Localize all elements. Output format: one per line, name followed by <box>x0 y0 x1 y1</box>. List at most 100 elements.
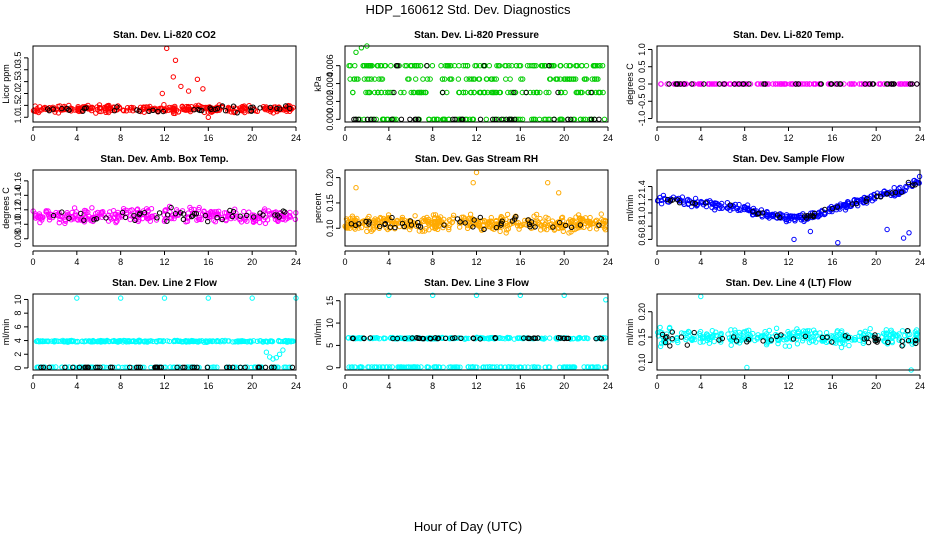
data-point <box>574 89 580 96</box>
data-point <box>374 62 380 69</box>
data-point <box>515 220 521 226</box>
data-point <box>106 212 112 218</box>
data-point <box>661 195 668 202</box>
data-point <box>821 211 828 218</box>
data-point <box>593 217 600 224</box>
data-point <box>404 62 410 69</box>
data-point <box>381 335 387 341</box>
data-point <box>203 339 210 345</box>
data-point <box>386 215 392 221</box>
data-point <box>157 364 163 370</box>
data-point <box>502 364 508 370</box>
data-point <box>120 107 126 113</box>
data-point <box>425 364 432 370</box>
data-point <box>481 226 487 233</box>
data-point <box>123 108 130 114</box>
data-point <box>202 212 209 219</box>
data-point <box>591 76 598 82</box>
data-point <box>440 89 446 96</box>
data-point <box>459 219 466 226</box>
data-point <box>370 227 376 233</box>
y-axis-label: degrees C <box>1 187 11 229</box>
data-point <box>506 62 512 69</box>
data-point <box>228 109 234 115</box>
data-point <box>219 103 226 109</box>
data-point <box>808 338 815 344</box>
data-point <box>703 203 710 210</box>
data-point <box>899 328 906 334</box>
data-point <box>389 364 395 370</box>
data-point <box>469 76 475 82</box>
data-point <box>283 108 290 114</box>
data-point <box>264 217 271 223</box>
x-tick-label: 24 <box>291 257 301 267</box>
data-point <box>191 364 198 370</box>
data-point <box>839 328 845 334</box>
data-point <box>277 106 283 112</box>
data-point <box>850 81 856 87</box>
data-point <box>369 364 375 370</box>
x-axis: 0 4 8 12 16 20 24 <box>342 250 613 267</box>
data-point <box>869 81 876 87</box>
data-point <box>108 216 114 222</box>
data-point <box>561 335 567 342</box>
data-point <box>913 340 919 347</box>
data-point <box>664 81 670 87</box>
data-point <box>83 208 89 214</box>
data-point <box>576 215 583 222</box>
data-point <box>366 76 372 82</box>
plot-frame <box>656 45 921 123</box>
data-point <box>914 81 920 87</box>
x-tick-label: 12 <box>471 381 481 391</box>
data-point <box>476 220 482 227</box>
y-axis-label: ml/min <box>625 195 635 222</box>
x-tick-label: 24 <box>915 133 925 143</box>
x-tick-label: 24 <box>915 257 925 267</box>
data-point <box>547 224 554 230</box>
panel-4: Stan. Dev. Amb. Box Temp. 0 4 8 12 16 20 24 0.08… <box>1 154 301 267</box>
data-point <box>59 364 65 370</box>
x-axis: 0 4 8 12 16 20 24 <box>30 126 301 143</box>
data-point <box>583 335 590 341</box>
data-point <box>415 223 422 229</box>
data-point <box>567 335 574 342</box>
data-point <box>750 330 756 337</box>
y-tick-label: 1.4 <box>637 180 647 193</box>
data-point <box>391 89 397 96</box>
data-point <box>743 328 750 334</box>
data-point <box>115 338 121 344</box>
panel-title: Stan. Dev. Li-820 Pressure <box>414 30 539 41</box>
data-point <box>430 292 436 298</box>
data-point <box>276 214 282 220</box>
data-point <box>603 297 609 303</box>
data-point <box>115 364 122 370</box>
data-point <box>728 327 734 333</box>
data-point <box>94 213 100 220</box>
data-point <box>377 223 383 230</box>
data-point <box>662 339 669 346</box>
data-point <box>409 335 415 341</box>
x-tick-label: 12 <box>159 133 169 143</box>
data-point <box>533 89 539 96</box>
y-tick-label: 1.0 <box>13 111 23 124</box>
data-point <box>755 211 761 217</box>
data-point <box>352 364 358 370</box>
data-point <box>285 338 291 345</box>
data-point <box>493 76 499 82</box>
y-tick-label: 2 <box>13 352 23 357</box>
data-point <box>273 355 279 361</box>
data-point <box>179 103 186 110</box>
data-point <box>568 224 575 231</box>
y-tick-label: 0.10 <box>325 220 335 238</box>
x-tick-label: 4 <box>698 257 703 267</box>
x-tick-label: 8 <box>118 257 123 267</box>
y-tick-label: 0.14 <box>13 187 23 205</box>
data-point <box>270 356 276 362</box>
data-point <box>507 218 513 225</box>
data-point <box>849 201 856 207</box>
data-point <box>525 335 531 341</box>
data-point <box>840 202 847 208</box>
panel-title: Stan. Dev. Li-820 Temp. <box>733 30 844 41</box>
data-point <box>439 76 446 82</box>
data-point <box>149 213 155 220</box>
